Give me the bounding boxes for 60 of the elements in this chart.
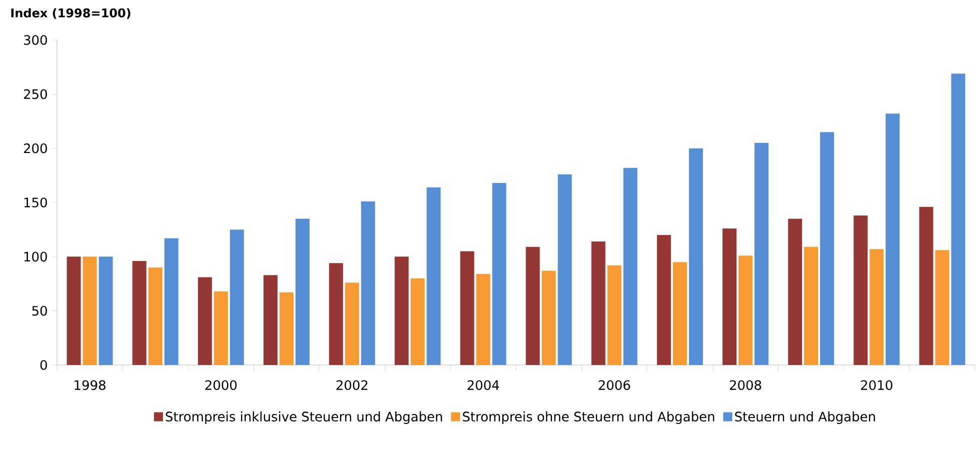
- y-tick-label: 0: [40, 360, 47, 370]
- bar: [820, 132, 834, 365]
- bar: [345, 282, 360, 365]
- bar: [66, 256, 81, 365]
- bar: [935, 250, 950, 365]
- x-tick-label: 1998: [74, 380, 106, 390]
- chart-title: Index (1998=100): [11, 8, 130, 19]
- bar: [870, 249, 884, 365]
- bar: [672, 262, 687, 365]
- bar: [951, 74, 966, 365]
- y-tick-label: 150: [24, 198, 47, 208]
- bar: [788, 218, 802, 365]
- bar: [329, 263, 344, 365]
- x-tick-label: 2000: [205, 380, 237, 390]
- bar: [722, 228, 736, 365]
- bar: [607, 265, 622, 365]
- bar: [886, 114, 900, 365]
- y-tick-label: 50: [32, 306, 47, 316]
- bar: [230, 230, 244, 365]
- bar: [132, 260, 146, 365]
- bar: [361, 201, 376, 365]
- y-tick-label: 300: [24, 35, 47, 45]
- bar: [738, 256, 752, 365]
- y-tick-label: 250: [24, 89, 47, 100]
- y-tick-label: 100: [24, 252, 47, 262]
- bar: [492, 182, 506, 365]
- x-tick-label: 2010: [861, 380, 892, 390]
- bar: [460, 251, 474, 365]
- bar: [82, 256, 97, 365]
- legend-label: Steuern und Abgaben: [735, 411, 875, 424]
- bar: [148, 267, 162, 365]
- bar: [198, 277, 212, 365]
- bar: [264, 275, 278, 365]
- bar: [854, 215, 868, 365]
- bar: [656, 234, 671, 365]
- bar: [476, 274, 490, 365]
- bar: [623, 168, 638, 365]
- bar: [164, 238, 178, 365]
- bar: [280, 292, 294, 365]
- bar: [558, 174, 572, 365]
- bar: [98, 256, 113, 365]
- bar: [542, 270, 556, 365]
- legend-label: Strompreis inklusive Steuern und Abgaben: [166, 411, 442, 424]
- bar: [426, 187, 441, 365]
- bar: [754, 142, 768, 365]
- x-tick-label: 2002: [336, 380, 368, 390]
- bar: [214, 291, 228, 365]
- bar: [394, 256, 409, 365]
- bar: [526, 246, 540, 365]
- bar: [410, 278, 425, 365]
- y-tick-label: 200: [24, 143, 47, 154]
- x-tick-label: 2004: [468, 380, 500, 390]
- bar: [804, 246, 818, 365]
- bar: [591, 241, 606, 365]
- bar: [688, 148, 703, 365]
- legend-label: Strompreis ohne Steuern und Abgaben: [462, 411, 714, 424]
- bar: [296, 218, 310, 365]
- x-tick-label: 2006: [598, 380, 630, 390]
- x-tick-label: 2008: [730, 380, 762, 390]
- bar: [919, 206, 934, 365]
